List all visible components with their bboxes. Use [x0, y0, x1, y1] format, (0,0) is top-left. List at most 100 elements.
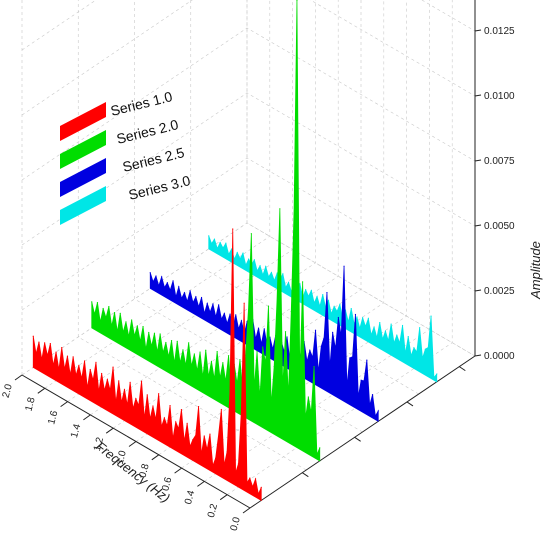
data-point	[199, 351, 201, 353]
axis-layer: 0.0 0.2 0.4 0.6 0.8 1.0 1.2 1.4 1.6 1.8 2.0 0.0000 0…	[1, 0, 515, 532]
data-point	[209, 433, 211, 435]
data-point	[287, 281, 290, 283]
data-point	[182, 349, 184, 351]
data-point	[316, 295, 318, 298]
data-point	[178, 286, 180, 288]
data-point	[240, 320, 243, 322]
z-tick-label: 0.0125	[484, 26, 515, 37]
data-point	[72, 356, 74, 358]
data-point	[218, 304, 220, 306]
data-point	[223, 312, 225, 314]
data-point	[265, 265, 267, 268]
data-point	[230, 248, 233, 250]
data-point	[129, 381, 131, 383]
x-tick	[37, 387, 46, 394]
legend-swatch	[60, 158, 106, 197]
data-point	[333, 305, 335, 307]
x-tick-label: 1.6	[46, 409, 60, 426]
x-tick-label: 1.2	[92, 436, 106, 453]
data-point	[203, 435, 205, 437]
legend-swatch	[60, 102, 106, 141]
series-area	[149, 266, 379, 423]
data-point	[232, 228, 234, 230]
data-point	[163, 417, 165, 419]
data-point	[343, 265, 345, 267]
x-axis-title: Frequency (Hz)	[93, 439, 173, 506]
data-point	[267, 305, 270, 307]
data-point	[89, 368, 91, 371]
data-point	[83, 360, 86, 362]
series-area	[91, 0, 321, 462]
data-point	[91, 301, 93, 303]
data-point	[286, 336, 288, 338]
data-point	[290, 311, 292, 313]
legend-label: Series 2.0	[115, 116, 180, 147]
x-tick-label: 1.0	[115, 449, 129, 466]
data-point	[314, 329, 317, 331]
x-tick	[60, 401, 68, 408]
data-point	[166, 282, 168, 284]
data-point	[390, 323, 392, 325]
data-point	[205, 349, 207, 351]
data-point	[320, 345, 322, 348]
data-point	[302, 281, 304, 283]
depth-tick	[354, 436, 361, 442]
data-point	[284, 331, 287, 333]
x-tick-label: 1.8	[23, 396, 37, 413]
series-2	[91, 0, 321, 462]
data-point	[189, 290, 191, 292]
z-tick-label: 0.0000	[484, 351, 515, 362]
series-4	[208, 235, 438, 383]
data-point	[32, 335, 34, 337]
data-point	[237, 463, 240, 465]
x-tick-label: 0.8	[137, 462, 151, 479]
data-point	[146, 394, 148, 396]
data-point	[149, 272, 151, 274]
data-point	[135, 398, 137, 400]
data-point	[366, 359, 368, 361]
x-tick	[14, 374, 23, 381]
data-point	[273, 366, 275, 368]
data-point	[212, 303, 214, 305]
data-point	[161, 276, 163, 278]
data-point	[350, 307, 352, 310]
x-tick	[242, 507, 251, 514]
data-point	[225, 242, 227, 244]
data-point	[113, 311, 116, 314]
data-point	[419, 327, 421, 329]
data-point	[379, 321, 381, 324]
data-point	[123, 388, 126, 390]
data-point	[222, 362, 224, 364]
data-point	[195, 296, 197, 298]
data-point	[263, 328, 265, 330]
data-point	[396, 334, 398, 336]
z-tick	[474, 224, 482, 227]
data-point	[319, 447, 321, 449]
depth-tick	[459, 366, 466, 372]
data-point	[193, 353, 195, 355]
depth-axis-line	[249, 355, 476, 509]
data-point	[360, 379, 362, 381]
data-point	[377, 410, 379, 412]
grid-layer	[21, 0, 476, 509]
data-point	[188, 342, 190, 344]
z-tick	[474, 159, 482, 162]
series-layer	[32, 0, 438, 502]
data-point	[282, 273, 284, 275]
data-point	[327, 299, 330, 302]
data-point	[322, 293, 324, 296]
x-tick-label: 0.2	[206, 502, 220, 519]
data-point	[112, 366, 114, 368]
data-point	[101, 372, 103, 375]
data-point	[95, 361, 97, 363]
data-point	[169, 405, 171, 407]
data-point	[337, 316, 339, 319]
data-point	[159, 333, 161, 335]
data-point	[153, 332, 156, 334]
data-point	[155, 275, 157, 277]
data-point	[66, 355, 69, 357]
data-point	[371, 394, 374, 396]
data-point	[236, 251, 238, 254]
data-point	[384, 330, 387, 332]
z-tick-label: 0.0075	[484, 156, 515, 167]
